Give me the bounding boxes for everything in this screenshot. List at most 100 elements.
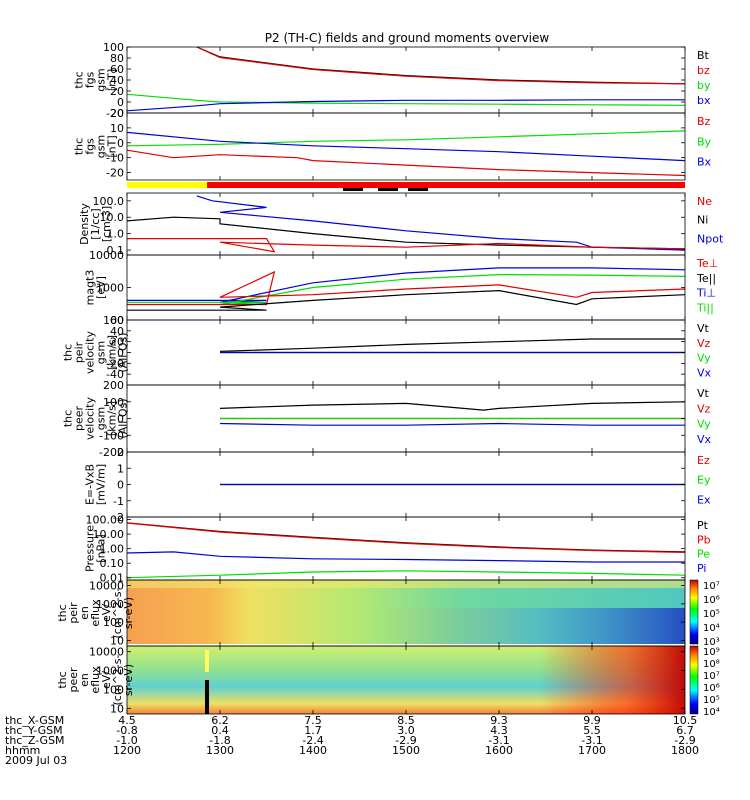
ylabel-line: [mV/m]	[95, 464, 108, 505]
series-Te⊥	[127, 270, 685, 306]
series-group	[127, 267, 685, 311]
colorbar-tick-label: 10⁸	[703, 659, 720, 670]
ytick-label: 1.00	[100, 543, 125, 556]
ylabel-line: gsm	[95, 68, 108, 91]
peer-colorbar	[689, 645, 699, 715]
colorbar-tick-label: 10⁵	[703, 609, 720, 620]
series-group	[127, 130, 685, 177]
legend-label: Ez	[697, 454, 710, 467]
series-group	[219, 401, 685, 426]
axis-row-value: 7.5	[304, 714, 322, 727]
axis-row-value: 9.9	[583, 714, 601, 727]
mode-bar	[127, 182, 685, 191]
legend-label: Ne	[697, 195, 712, 208]
axis-row-value: 1700	[578, 744, 606, 757]
ylabel-line: thc	[62, 410, 75, 427]
legend-label: bz	[697, 64, 710, 77]
legend-label: Npot	[697, 232, 724, 245]
ylabel-line: en	[78, 673, 91, 687]
axis-row-value: 4.3	[490, 724, 508, 737]
colorbar-tick-label: 10⁴	[703, 623, 720, 634]
ylabel-line: [km/s]	[106, 401, 119, 436]
ylabel-line: thc	[73, 138, 86, 155]
axis-row-value: 8.5	[397, 714, 415, 727]
panel-peir-velocity: 6040200-20-40thcpeirvelocitygsm[km/s](Al…	[62, 314, 712, 386]
legend-label: Pb	[697, 533, 711, 546]
ylabel-line: [nPa]	[95, 534, 108, 562]
axis-row-value: 1800	[671, 744, 699, 757]
series-Ni	[127, 216, 685, 250]
ytick-label: 0.01	[100, 572, 125, 585]
ytick-label: 10	[110, 634, 124, 647]
ytick-label: 0	[117, 413, 124, 426]
axis-row-value: -3.1	[488, 734, 509, 747]
legend: Vt Vz Vy Vx	[697, 387, 712, 446]
series-Pt	[127, 522, 685, 553]
legend-label: Pi	[697, 562, 706, 575]
axis-row-value: -1.0	[116, 734, 137, 747]
series-group	[127, 47, 685, 112]
axis-row-value: 4.5	[118, 714, 136, 727]
ytick-label: 60	[110, 63, 124, 76]
ytick-label: 0.10	[100, 557, 125, 570]
ytick-label: 1.0	[107, 228, 125, 241]
axis-row-value: 1500	[392, 744, 420, 757]
ylabel: magt3[eV]	[84, 270, 108, 306]
ylabel-line: eflux	[89, 666, 102, 694]
ytick-label: 60	[110, 314, 124, 327]
legend-label: by	[697, 79, 711, 92]
series-group	[219, 338, 685, 354]
legend-label: Vz	[697, 337, 711, 350]
legend-label: Vt	[697, 322, 710, 335]
ylabel-line: E=-VxB	[84, 464, 97, 505]
colorbar-tick-label: 10⁷	[703, 581, 720, 592]
ytick-label: 1	[117, 462, 124, 475]
ylabel: Density[1/cc][cm-3]	[78, 203, 113, 245]
colorbar-tick-label: 10⁷	[703, 671, 720, 682]
axis-row-value: -2.9	[395, 734, 416, 747]
time-axis: thc_X-GSM 4.5 6.2 7.5 8.5 9.3 9.9 10.5 thc_Y-GSM…	[5, 714, 699, 767]
panel-frame	[126, 192, 686, 256]
series-Ti⊥	[127, 267, 685, 303]
ylabel-line: eflux	[89, 599, 102, 627]
legend-label: Pe	[697, 548, 710, 561]
panel-density: 100.010.01.00.1Density[1/cc][cm-3]NeNiNp…	[78, 192, 724, 257]
ylabel-line: magt3	[84, 270, 97, 306]
axis-row-value: 9.3	[490, 714, 508, 727]
series-Ne	[127, 238, 685, 253]
ytick-label: 20	[110, 85, 124, 98]
ytick-label: 0	[117, 137, 124, 150]
ylabel-line: thc	[56, 604, 69, 621]
axis-row-value: 1600	[485, 744, 513, 757]
ylabel-line: velocity	[84, 397, 97, 440]
date-label: 2009 Jul 03	[5, 754, 67, 767]
ytick-label: -100	[99, 429, 124, 442]
ylabel: Pressure[nPa]	[84, 525, 108, 572]
legend-label: Ti⊥	[696, 287, 716, 300]
panel-peer-spectrogram: 10000100010010thcpeerenefluxeV/(cm^2-s-s…	[56, 645, 686, 715]
ytick-label: 10000	[89, 249, 124, 262]
ylabel-line: fgs	[84, 71, 97, 88]
colorbar-tick-label: 10⁶	[703, 595, 720, 606]
series-group	[127, 522, 685, 579]
legend-label: Vt	[697, 387, 710, 400]
series-Pi	[127, 551, 685, 563]
ylabel-line: [cm-3]	[100, 206, 113, 242]
legend-label: Ni	[697, 214, 708, 227]
ytick-label: -20	[106, 107, 124, 120]
series-Bz	[127, 149, 685, 177]
panel-peer-velocity: 200 100 0 -100 -200 thcpeervelocitygsm[km/s](…	[62, 379, 712, 459]
ytick-label: 100	[103, 683, 124, 696]
colorbar-tick-label: 10⁵	[703, 695, 720, 706]
axis-row-label: hhmm	[5, 744, 40, 757]
series-Bx	[127, 131, 685, 162]
panel-frame	[126, 112, 686, 181]
ylabel-line: [km/s]	[106, 335, 119, 370]
axis-row-value: -3.1	[581, 734, 602, 747]
legend-label: Te||	[696, 272, 716, 285]
ytick-label: 40	[110, 325, 124, 338]
axis-row-value: -1.8	[209, 734, 230, 747]
ytick-label: 80	[110, 52, 124, 65]
